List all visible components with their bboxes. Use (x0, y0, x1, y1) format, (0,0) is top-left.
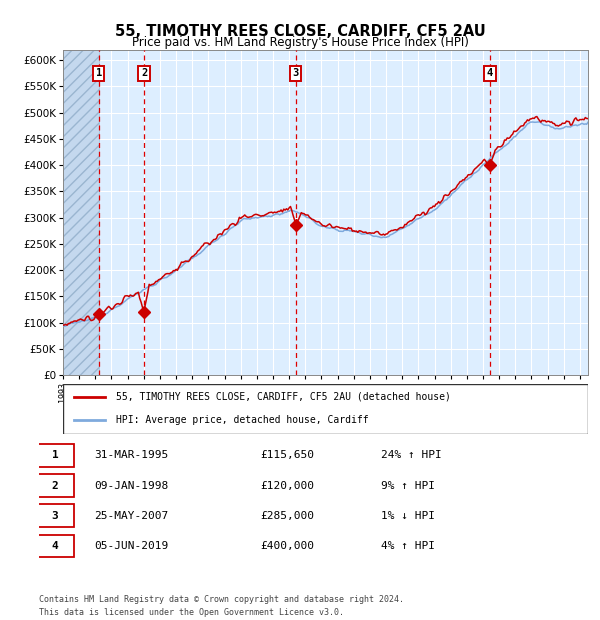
Text: £120,000: £120,000 (260, 480, 314, 490)
Text: £285,000: £285,000 (260, 511, 314, 521)
Bar (63, 50, 98, 375)
Text: 55, TIMOTHY REES CLOSE, CARDIFF, CF5 2AU (detached house): 55, TIMOTHY REES CLOSE, CARDIFF, CF5 2AU… (115, 392, 451, 402)
Text: HPI: Average price, detached house, Cardiff: HPI: Average price, detached house, Card… (115, 415, 368, 425)
Text: 24% ↑ HPI: 24% ↑ HPI (381, 450, 442, 460)
Text: 2: 2 (52, 480, 58, 490)
Text: 3: 3 (292, 68, 299, 78)
FancyBboxPatch shape (63, 384, 588, 434)
FancyBboxPatch shape (36, 474, 74, 497)
FancyBboxPatch shape (36, 444, 74, 467)
Text: Contains HM Land Registry data © Crown copyright and database right 2024.
This d: Contains HM Land Registry data © Crown c… (39, 595, 404, 617)
Text: 31-MAR-1995: 31-MAR-1995 (94, 450, 169, 460)
Text: 25-MAY-2007: 25-MAY-2007 (94, 511, 169, 521)
Text: 9% ↑ HPI: 9% ↑ HPI (381, 480, 435, 490)
Text: 2: 2 (141, 68, 147, 78)
Text: 09-JAN-1998: 09-JAN-1998 (94, 480, 169, 490)
Text: 1% ↓ HPI: 1% ↓ HPI (381, 511, 435, 521)
Text: 4: 4 (487, 68, 493, 78)
FancyBboxPatch shape (36, 534, 74, 557)
Text: 4% ↑ HPI: 4% ↑ HPI (381, 541, 435, 551)
Text: £400,000: £400,000 (260, 541, 314, 551)
Text: Price paid vs. HM Land Registry's House Price Index (HPI): Price paid vs. HM Land Registry's House … (131, 36, 469, 49)
Text: 05-JUN-2019: 05-JUN-2019 (94, 541, 169, 551)
Text: 3: 3 (52, 511, 58, 521)
Text: 1: 1 (52, 450, 58, 460)
Text: £115,650: £115,650 (260, 450, 314, 460)
Text: 4: 4 (52, 541, 58, 551)
Text: 55, TIMOTHY REES CLOSE, CARDIFF, CF5 2AU: 55, TIMOTHY REES CLOSE, CARDIFF, CF5 2AU (115, 24, 485, 38)
Text: 1: 1 (95, 68, 102, 78)
FancyBboxPatch shape (36, 504, 74, 527)
